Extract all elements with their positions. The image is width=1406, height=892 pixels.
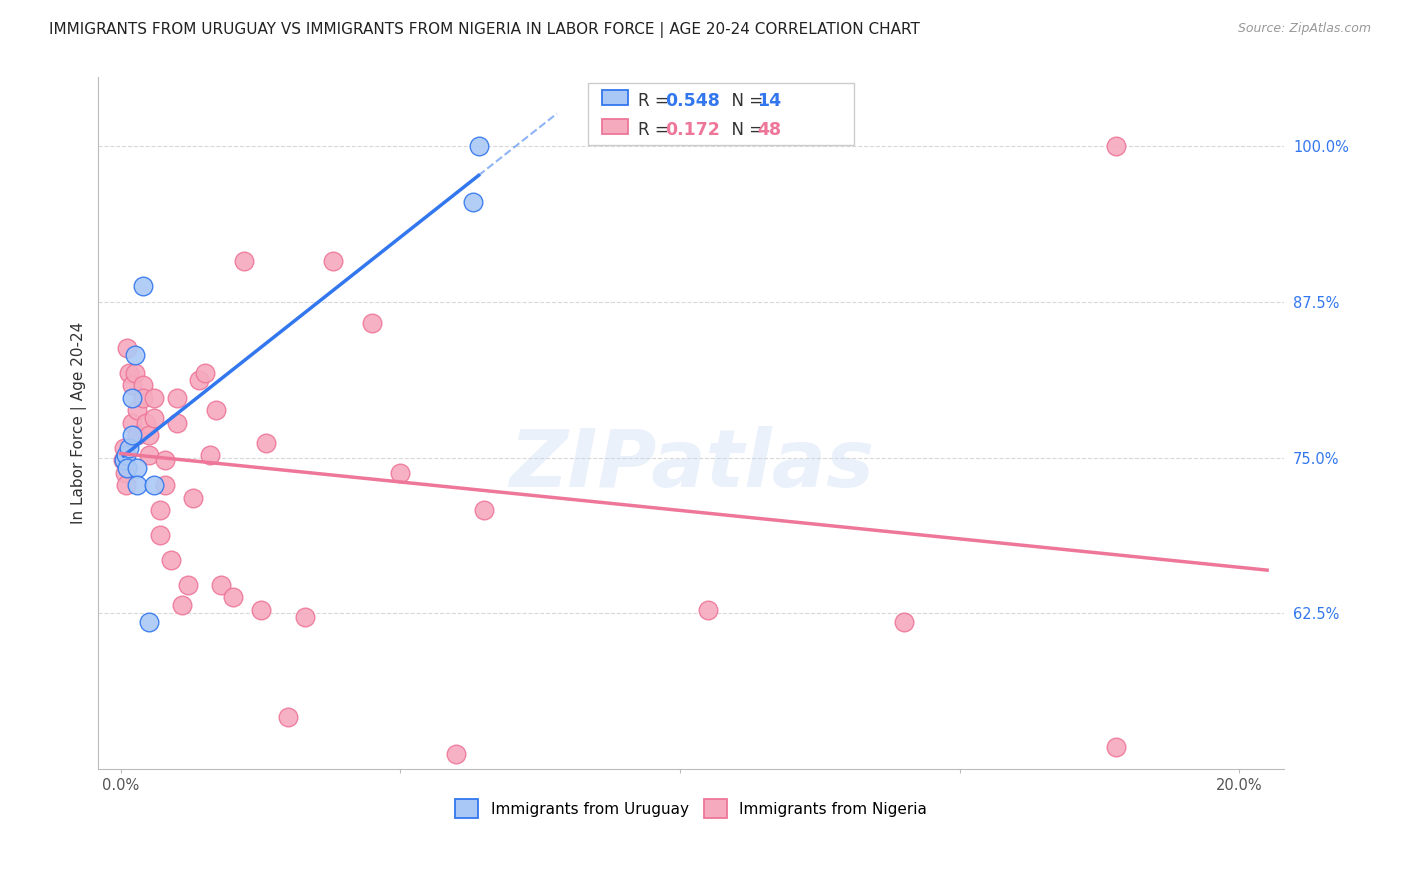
Point (232, 253, 254, 268)
Point (115, 448, 138, 462)
Point (149, 503, 172, 517)
Text: 48: 48 (758, 121, 782, 139)
Point (277, 710, 299, 724)
Point (138, 428, 160, 442)
Legend: Immigrants from Uruguay, Immigrants from Nigeria: Immigrants from Uruguay, Immigrants from… (450, 793, 934, 824)
Point (249, 603, 271, 617)
Text: Source: ZipAtlas.com: Source: ZipAtlas.com (1237, 22, 1371, 36)
Point (446, 747, 468, 762)
Point (121, 391, 143, 405)
Point (155, 478, 177, 492)
Point (115, 478, 138, 492)
Point (166, 391, 188, 405)
Point (389, 466, 412, 480)
Point (166, 416, 188, 430)
Point (112, 441, 135, 455)
Point (114, 466, 136, 480)
Point (361, 316, 384, 330)
Point (177, 578, 200, 592)
Point (121, 428, 143, 442)
Point (461, 195, 484, 210)
Point (132, 378, 155, 392)
Point (121, 378, 143, 392)
Point (160, 553, 183, 567)
Point (118, 441, 141, 455)
Point (111, 453, 134, 467)
Point (138, 448, 160, 462)
Point (143, 410, 166, 425)
Text: 0.172: 0.172 (665, 121, 720, 139)
Point (143, 391, 166, 405)
Text: N =: N = (721, 121, 768, 139)
Point (118, 366, 141, 380)
Point (124, 366, 146, 380)
FancyBboxPatch shape (588, 83, 853, 145)
FancyBboxPatch shape (602, 90, 628, 105)
Point (112, 453, 135, 467)
Text: R =: R = (638, 121, 673, 139)
Point (472, 503, 495, 517)
Point (294, 610, 316, 624)
Y-axis label: In Labor Force | Age 20-24: In Labor Force | Age 20-24 (72, 322, 87, 524)
Point (121, 416, 143, 430)
Point (467, 139, 489, 153)
Point (893, 615, 915, 630)
Point (1105, 739, 1128, 754)
Text: N =: N = (721, 92, 768, 110)
Point (209, 578, 232, 592)
Point (127, 478, 149, 492)
FancyBboxPatch shape (602, 119, 628, 134)
Point (155, 453, 177, 467)
Text: R =: R = (638, 92, 673, 110)
Point (138, 615, 160, 630)
Point (183, 491, 205, 505)
Point (696, 603, 718, 617)
Text: 14: 14 (758, 92, 782, 110)
Point (149, 528, 172, 542)
Point (188, 373, 211, 387)
Text: 0.548: 0.548 (665, 92, 720, 110)
Point (117, 460, 139, 475)
Point (1105, 139, 1128, 153)
Point (254, 435, 277, 450)
Point (127, 428, 149, 442)
Point (132, 391, 155, 405)
Point (172, 598, 194, 612)
Point (132, 278, 155, 293)
Point (124, 348, 146, 362)
Point (127, 403, 149, 417)
Point (322, 253, 344, 268)
Text: ZIPatlas: ZIPatlas (509, 425, 873, 504)
Point (135, 416, 157, 430)
Point (204, 403, 226, 417)
Text: IMMIGRANTS FROM URUGUAY VS IMMIGRANTS FROM NIGERIA IN LABOR FORCE | AGE 20-24 CO: IMMIGRANTS FROM URUGUAY VS IMMIGRANTS FR… (49, 22, 920, 38)
Point (127, 460, 149, 475)
Point (221, 591, 243, 605)
Point (143, 478, 166, 492)
Point (198, 448, 221, 462)
Point (117, 341, 139, 355)
Point (194, 366, 217, 380)
